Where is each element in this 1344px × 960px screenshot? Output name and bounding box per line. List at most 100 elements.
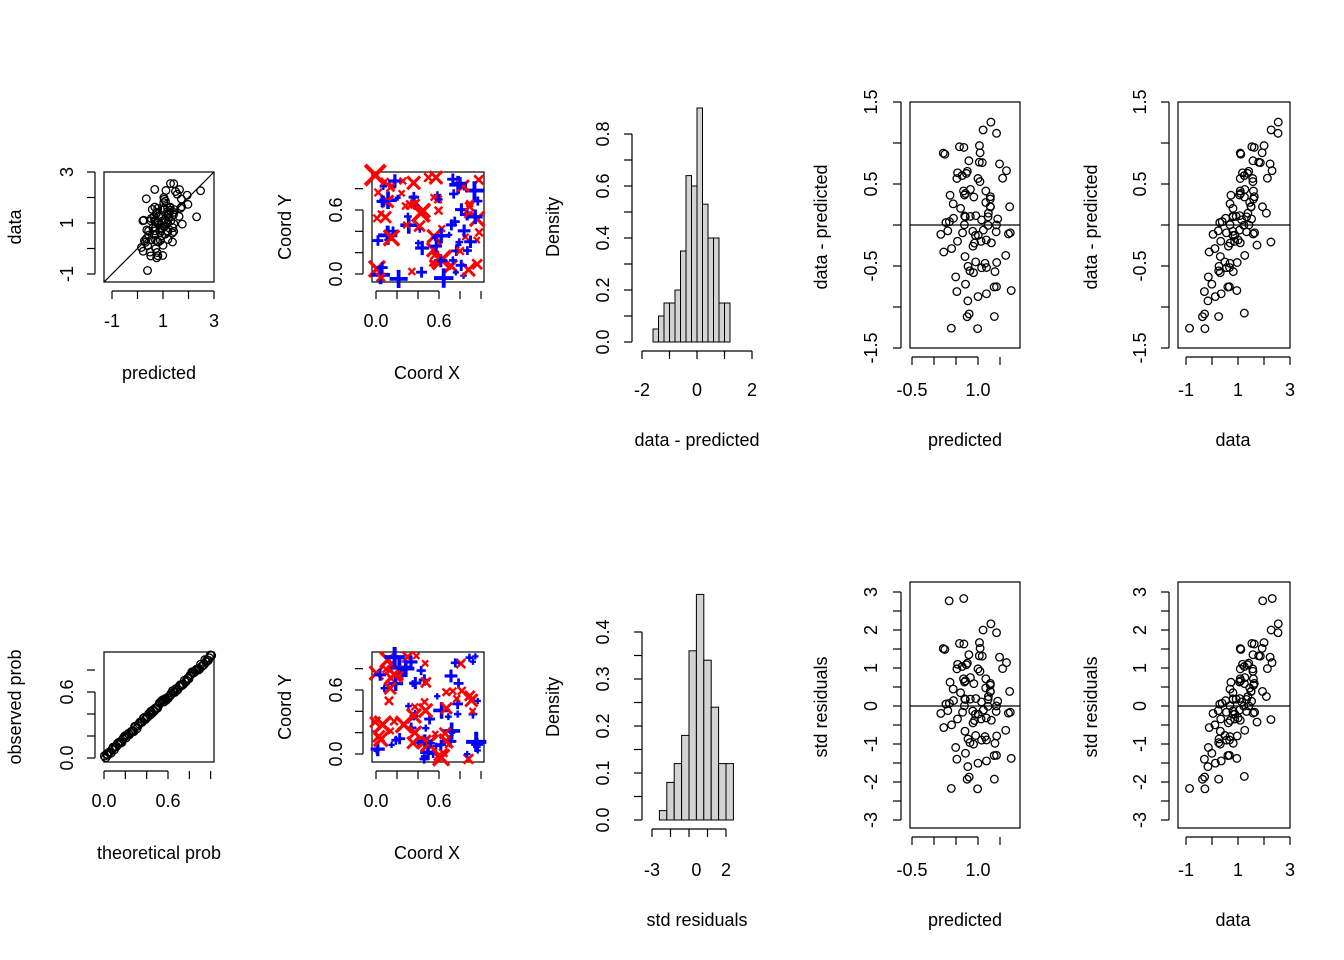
negative-residual-marker [404,212,412,221]
positive-residual-marker [407,267,417,276]
x-tick-label: 0 [691,860,701,880]
data-point [959,594,969,603]
data-point [1198,774,1207,784]
data-point [975,638,984,648]
x-axis-label: predicted [122,363,196,383]
x-tick-label: 3 [209,311,219,331]
data-point [962,658,972,668]
data-point [1198,312,1207,322]
data-point [1261,692,1271,701]
data-point [995,159,1004,169]
chart-panel-p3: -2 0 2 0.0 0.2 0.4 0.6 0.8 data - predicted Densi… [543,107,760,450]
data-point [1213,706,1223,716]
data-point [1001,725,1011,735]
negative-residual-marker [474,697,481,705]
y-tick-label: 0.0 [57,745,77,770]
data-point [1250,228,1260,238]
histogram-bar [707,237,714,343]
data-point [959,674,968,684]
data-point [141,194,151,204]
data-point [192,212,202,222]
x-tick-label: 1 [158,311,168,331]
data-point [960,189,970,198]
data-point [1273,128,1283,138]
data-point [1223,241,1233,251]
y-tick-label: -3 [1130,812,1150,828]
negative-residual-marker [373,747,380,754]
negative-residual-marker [436,739,446,750]
y-tick-label: 0.6 [326,197,346,222]
data-point [1248,177,1258,187]
data-point [992,128,1001,138]
data-point [142,225,152,235]
y-tick-label: 2 [861,625,881,635]
data-point [1199,287,1209,297]
y-axis-label: std residuals [1081,656,1101,757]
data-point [1213,226,1223,236]
data-point [983,692,993,702]
data-point [977,735,987,745]
data-point [977,215,986,225]
data-point [1210,292,1220,302]
histogram-bar [658,810,668,821]
data-point [159,198,169,208]
positive-residual-marker [420,676,432,689]
histogram-bar [691,185,698,343]
data-point [1240,725,1250,735]
data-point [1200,309,1210,319]
data-point [1235,225,1245,235]
histogram-bar [724,302,731,343]
data-point [956,688,966,698]
data-point [991,227,1001,237]
data-point [953,236,962,246]
positive-residual-marker [372,213,382,223]
y-tick-label: 0.2 [593,713,613,738]
positive-residual-marker [421,659,429,668]
data-point [1220,731,1230,740]
data-point [963,762,973,772]
data-point [1248,174,1258,183]
data-point [1239,308,1249,318]
y-tick-label: -3 [861,812,881,828]
negative-residual-marker [448,729,456,737]
data-point [1273,628,1283,638]
data-point [985,192,995,202]
data-point [1258,596,1268,606]
x-tick-label: 0.6 [426,311,451,331]
negative-residual-marker [409,677,422,690]
positive-residual-marker [398,176,408,186]
chart-panel-p9: -0.5 1.0 -3 -2 -1 0 1 2 3 predicted std residuals [811,581,1021,930]
data-point [1225,199,1235,209]
data-point [1232,286,1242,295]
data-point [951,743,961,752]
data-point [958,228,968,238]
positive-residual-marker [468,707,477,716]
data-point [1230,714,1240,724]
data-point [978,125,988,135]
data-point [943,706,953,716]
data-point [1273,619,1283,629]
data-point [1248,708,1258,718]
x-tick-label: -1 [1178,380,1194,400]
data-point [1235,715,1245,725]
data-point [1228,203,1238,213]
negative-residual-marker [427,739,435,748]
positive-residual-marker [420,697,429,707]
data-point [1273,117,1283,127]
x-tick-label: 1 [1233,860,1243,880]
data-point [1238,168,1247,178]
data-point [1214,312,1224,321]
data-point [944,596,954,606]
positive-residual-marker [455,246,465,256]
data-point [1248,186,1258,196]
data-point [964,772,974,782]
data-point [990,738,1000,748]
data-point [1005,228,1015,238]
data-point [1245,683,1255,693]
histogram-bar [674,289,681,343]
data-point [1228,709,1238,719]
positive-residual-marker [448,686,458,696]
data-point [1214,266,1224,276]
data-point [975,666,985,676]
data-point [1208,708,1218,718]
